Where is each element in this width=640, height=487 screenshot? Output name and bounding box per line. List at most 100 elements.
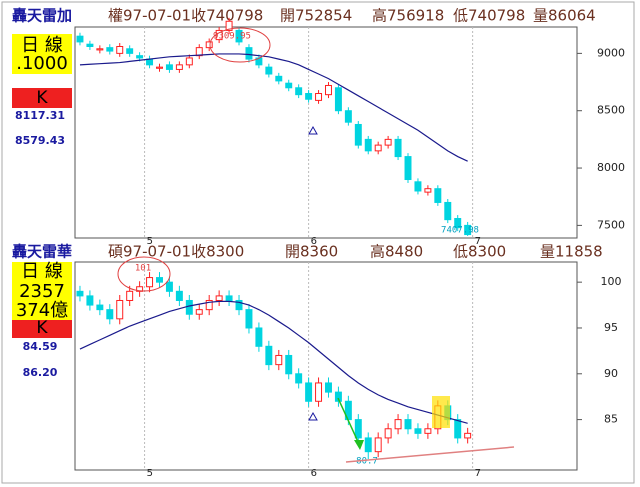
candle-body bbox=[305, 382, 313, 402]
info-text: 低8300 bbox=[453, 243, 506, 261]
candle-body bbox=[305, 93, 313, 100]
candle-body bbox=[215, 295, 223, 301]
candle-body bbox=[76, 290, 84, 297]
side-yellow bbox=[12, 34, 72, 74]
candle-body bbox=[195, 309, 203, 315]
candle-body bbox=[235, 299, 243, 311]
candle-body bbox=[225, 295, 233, 301]
candle-body bbox=[354, 419, 362, 439]
candle-body bbox=[275, 75, 283, 82]
candle-body bbox=[106, 309, 114, 320]
marker-triangle bbox=[308, 125, 318, 135]
moving-average bbox=[79, 300, 468, 424]
candle-body bbox=[136, 55, 144, 59]
highlight-box bbox=[432, 396, 450, 428]
candle-body bbox=[334, 391, 342, 402]
candle-body bbox=[374, 437, 382, 453]
side-red bbox=[12, 320, 72, 338]
y-tick-label: 95 bbox=[604, 321, 618, 334]
candle-body bbox=[265, 66, 273, 75]
candle-body bbox=[255, 327, 263, 347]
candle-body bbox=[165, 281, 173, 292]
candle-body bbox=[205, 41, 213, 49]
side-text: 84.59 bbox=[23, 340, 58, 353]
candle-body bbox=[454, 218, 462, 229]
candle-body bbox=[235, 29, 243, 43]
candle-body bbox=[156, 277, 163, 283]
candle-body bbox=[404, 419, 412, 430]
candle-body bbox=[96, 304, 104, 311]
info-text: 開752854 bbox=[280, 7, 352, 25]
info-text: 低740798 bbox=[453, 7, 525, 25]
info-text: 碩97-07-01收8300 bbox=[108, 243, 244, 261]
candle-body bbox=[464, 432, 472, 439]
annotation: 80.7 bbox=[356, 457, 378, 467]
candle-body bbox=[295, 87, 303, 96]
candle-body bbox=[344, 110, 352, 123]
info-text: 開8360 bbox=[285, 243, 338, 261]
side-text: K bbox=[36, 88, 48, 108]
candle-body bbox=[315, 93, 323, 101]
moving-average bbox=[79, 53, 468, 162]
candle-body bbox=[275, 354, 283, 366]
chart-title: 轟天雷加 bbox=[12, 7, 72, 25]
candle-body bbox=[394, 419, 402, 430]
y-tick-label: 85 bbox=[604, 413, 618, 426]
candle-body bbox=[295, 373, 303, 384]
candle-body bbox=[384, 138, 392, 146]
y-tick-label: 8500 bbox=[597, 104, 625, 117]
annotation: 101 bbox=[135, 264, 151, 274]
candle-body bbox=[136, 286, 144, 292]
info-text: 高756918 bbox=[372, 7, 444, 25]
side-text: 374億 bbox=[16, 300, 68, 321]
candle-body bbox=[434, 188, 442, 203]
candle-body bbox=[225, 20, 233, 31]
candle-body bbox=[265, 345, 273, 366]
candle-body bbox=[404, 156, 412, 181]
candle-body bbox=[315, 382, 323, 402]
candle-body bbox=[205, 299, 213, 311]
x-tick-label: 7 bbox=[475, 468, 481, 479]
candle-body bbox=[444, 201, 452, 221]
candle-body bbox=[334, 87, 342, 112]
candle-body bbox=[156, 66, 163, 69]
candle-body bbox=[384, 428, 392, 439]
candle-body bbox=[185, 57, 193, 66]
side-red bbox=[12, 88, 72, 108]
candle-body bbox=[76, 35, 84, 43]
candle-body bbox=[374, 144, 382, 152]
y-tick-label: 90 bbox=[604, 367, 618, 380]
highlight-ellipse bbox=[209, 27, 271, 63]
candle-body bbox=[126, 48, 134, 54]
candle-body bbox=[86, 295, 94, 306]
annotation: 7407.98 bbox=[441, 226, 479, 236]
candle-body bbox=[414, 428, 422, 434]
x-tick-label: 6 bbox=[311, 236, 317, 247]
candle-body bbox=[146, 58, 154, 66]
highlight-ellipse bbox=[117, 256, 171, 292]
trend-arrow bbox=[337, 397, 361, 447]
chart-title: 轟天雷華 bbox=[12, 243, 72, 261]
marker-triangle bbox=[308, 411, 318, 421]
info-text: 量86064 bbox=[533, 7, 596, 25]
side-text: K bbox=[36, 318, 48, 338]
info-text: 量11858 bbox=[540, 243, 603, 261]
candle-body bbox=[245, 309, 253, 329]
candle-body bbox=[464, 224, 472, 236]
candle-body bbox=[175, 64, 183, 70]
y-tick-label: 8000 bbox=[597, 161, 625, 174]
candle-body bbox=[126, 290, 134, 301]
candle-body bbox=[86, 43, 94, 47]
candle-body bbox=[325, 84, 332, 96]
side-text: 86.20 bbox=[23, 366, 58, 379]
side-text: 8117.31 bbox=[15, 109, 65, 122]
candle-body bbox=[285, 354, 293, 375]
candle-body bbox=[106, 47, 114, 52]
candle-body bbox=[146, 277, 154, 288]
y-tick-label: 7500 bbox=[597, 218, 625, 231]
candle-body bbox=[325, 382, 332, 393]
candle-body bbox=[116, 299, 124, 320]
side-text: 2357 bbox=[19, 281, 65, 302]
candle-body bbox=[245, 47, 253, 60]
